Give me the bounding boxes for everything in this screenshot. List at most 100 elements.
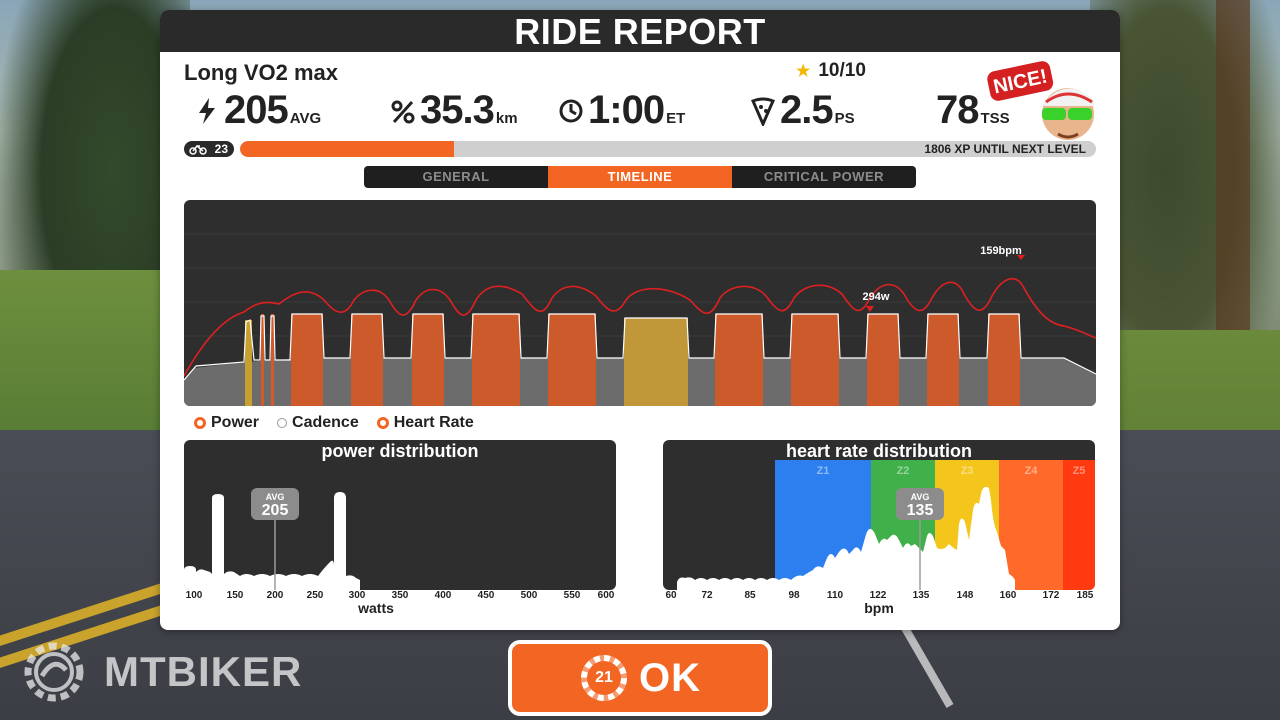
power-line (184, 313, 1096, 381)
tab-critical-power[interactable]: CRITICAL POWER (732, 166, 916, 188)
zone-z5 (1063, 460, 1095, 590)
stats-row: 205 AVG 35.3 km 1:00 ET 2.5 PS 78 TSS (184, 88, 1034, 138)
legend-cadence-toggle[interactable]: Cadence (277, 414, 359, 432)
clock-icon (559, 99, 583, 122)
stat-value: 78 (936, 88, 979, 132)
workout-rating: ★ 10/10 (796, 60, 866, 82)
hr-peak-label: 159bpm (980, 245, 1022, 257)
rating-value: 10/10 (818, 60, 866, 81)
hr-avg-badge (896, 488, 944, 520)
lightning-icon (199, 97, 215, 124)
interval-block (245, 320, 252, 406)
distance-icon (391, 100, 415, 123)
legend-heart-rate-toggle[interactable]: Heart Rate (376, 414, 474, 432)
panel-title: RIDE REPORT (160, 10, 1120, 52)
hr-tick: 85 (744, 590, 756, 601)
interval-block (472, 314, 520, 406)
gear-logo-icon (24, 642, 84, 702)
hr-tick: 148 (956, 590, 974, 601)
ride-report-panel: RIDE REPORT Long VO2 max ★ 10/10 205 AVG… (160, 10, 1120, 630)
countdown-timer: 21 (579, 653, 629, 703)
interval-block (261, 314, 264, 406)
heart-rate-line (184, 277, 1096, 377)
countdown-ring-icon (581, 655, 627, 701)
zone-z3-label: Z3 (961, 465, 974, 477)
interval-block (351, 314, 383, 406)
stat-unit: ET (666, 110, 686, 127)
report-tabs: GENERAL TIMELINE CRITICAL POWER (364, 166, 916, 188)
countdown-value: 21 (595, 669, 613, 686)
interval-block (271, 314, 274, 406)
legend-cadence-label: Cadence (292, 414, 359, 431)
pizza-icon (751, 97, 775, 126)
legend-heart-rate-label: Heart Rate (393, 414, 474, 431)
stat-power: 205 AVG (194, 88, 321, 133)
interval-block (867, 314, 899, 406)
hr-tick: 72 (701, 590, 713, 601)
xp-remaining-text: 1806 XP UNTIL NEXT LEVEL (924, 142, 1086, 156)
stat-pizza: 2.5 PS (750, 88, 855, 133)
interval-block (412, 314, 444, 406)
interval-block (291, 314, 323, 406)
ok-label: OK (639, 655, 701, 700)
power-avg-badge (251, 488, 299, 520)
interval-block (927, 314, 959, 406)
level-number: 23 (214, 142, 228, 156)
hr-avg-value: 135 (907, 502, 934, 519)
hr-peak-marker (1017, 255, 1025, 260)
power-tick: 200 (266, 590, 284, 601)
power-histogram (184, 492, 360, 590)
hr-axis-label: bpm (864, 600, 894, 616)
stat-distance: 35.3 km (390, 88, 518, 133)
heart-rate-distribution-chart: heart rate distribution Z1 Z2 Z3 Z4 Z5 A… (663, 440, 1095, 590)
power-tick: 100 (185, 590, 203, 601)
stat-unit: TSS (980, 110, 1010, 127)
hr-distribution-svg: Z1 Z2 Z3 Z4 Z5 AVG 135 (677, 460, 1095, 590)
power-distribution-chart: power distribution AVG 205 (184, 440, 616, 590)
power-tick: 400 (434, 590, 452, 601)
power-x-axis: 100 150 200 250 300 350 400 450 500 550 … (184, 590, 616, 604)
zone-z4 (999, 460, 1063, 590)
hr-tick: 110 (826, 590, 844, 601)
workout-name: Long VO2 max (184, 60, 339, 85)
hr-avg-label: AVG (911, 492, 930, 502)
zone-z1-label: Z1 (817, 465, 830, 477)
stat-unit: PS (834, 110, 855, 127)
star-icon: ★ (796, 63, 811, 80)
stat-time: 1:00 ET (558, 88, 685, 133)
avatar: NICE! (987, 61, 1094, 140)
interval-block (548, 314, 596, 406)
power-radio[interactable] (194, 417, 206, 429)
power-peak-marker (866, 306, 874, 312)
hr-tick: 185 (1076, 590, 1094, 601)
legend-power-label: Power (211, 414, 260, 431)
zone-z2-label: Z2 (897, 465, 910, 477)
interval-block (715, 314, 763, 406)
timeline-legend: Power Cadence Heart Rate (194, 414, 474, 432)
heart-rate-radio[interactable] (376, 417, 389, 429)
cadence-radio[interactable] (277, 418, 288, 428)
tab-timeline[interactable]: TIMELINE (548, 166, 732, 188)
hr-tick: 60 (665, 590, 677, 601)
power-tick: 600 (597, 590, 615, 601)
power-avg-value: 205 (262, 502, 289, 519)
watermark-text: MTBIKER (104, 648, 303, 695)
power-tick: 300 (348, 590, 366, 601)
power-peak-label: 294w (863, 291, 890, 303)
hr-tick: 135 (912, 590, 930, 601)
hr-tick: 160 (999, 590, 1017, 601)
tab-general[interactable]: GENERAL (364, 166, 548, 188)
power-tick: 550 (563, 590, 581, 601)
hr-x-axis: 60 72 85 98 110 122 135 148 160 172 185 (663, 590, 1095, 604)
power-tick: 250 (306, 590, 324, 601)
timeline-chart: 159bpm 294w (184, 200, 1096, 406)
power-distribution-title: power distribution (321, 441, 479, 461)
zone-z5-label: Z5 (1073, 465, 1086, 477)
power-axis-label: watts (358, 600, 394, 616)
xp-progress: 23 1806 XP UNTIL NEXT LEVEL (184, 140, 1096, 158)
hr-histogram (677, 486, 1015, 590)
interval-block (988, 314, 1020, 406)
stat-value: 35.3 (420, 88, 495, 132)
legend-power-toggle[interactable]: Power (194, 414, 259, 432)
ok-button[interactable]: 21 OK (508, 640, 772, 716)
